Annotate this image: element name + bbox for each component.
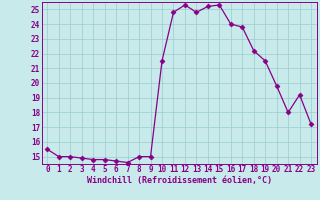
- X-axis label: Windchill (Refroidissement éolien,°C): Windchill (Refroidissement éolien,°C): [87, 176, 272, 185]
